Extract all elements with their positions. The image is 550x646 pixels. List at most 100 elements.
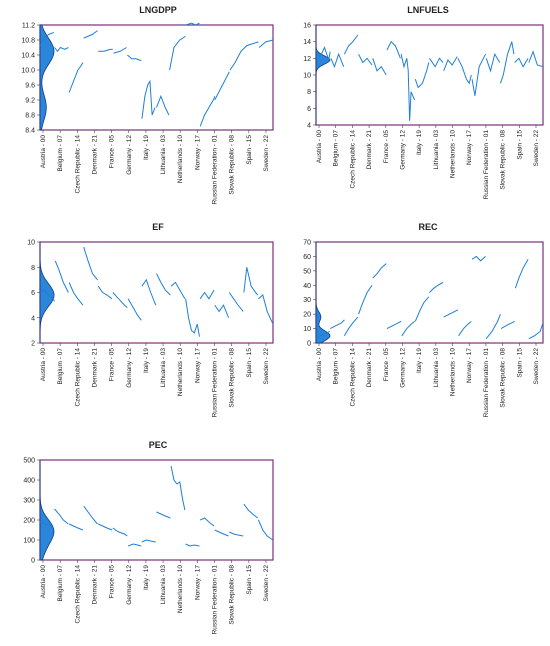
- x-tick-label: Sweden - 22: [533, 130, 540, 167]
- series-segment-4: [83, 246, 98, 281]
- series-segment-10: [170, 465, 186, 511]
- x-tick-label: Czech Republic - 14: [74, 565, 81, 624]
- series-segment-4: [83, 30, 98, 39]
- y-tick-label: 11.2: [22, 23, 35, 30]
- y-tick-label: 50: [303, 268, 311, 275]
- series-segment-7: [401, 320, 415, 337]
- y-tick-label: 10: [303, 326, 311, 333]
- y-tick-label: 60: [303, 254, 311, 261]
- density-curve: [39, 24, 55, 131]
- series-segment-9: [156, 511, 171, 519]
- x-tick-label: Belgium - 07: [57, 348, 64, 385]
- y-tick-label: 14: [303, 39, 311, 46]
- series-segment-6: [112, 292, 128, 309]
- chart-panel-lnfuels: LNFUELS 4 6 8 10 12 14 16 Austria - 00 Belgium - …: [303, 5, 544, 199]
- x-tick-label: Belgium - 07: [57, 135, 64, 172]
- x-tick-label: Slovak Republic - 08: [229, 135, 236, 195]
- y-tick-label: 0: [307, 341, 311, 348]
- y-tick-label: 9.2: [25, 98, 35, 105]
- series-segment-13: [214, 529, 229, 537]
- x-tick-label: Lithuania - 03: [433, 348, 440, 388]
- series-segment-12: [199, 289, 215, 300]
- chart-title: LNFUELS: [407, 5, 449, 15]
- density-curve: [315, 25, 331, 125]
- x-tick-label: France - 05: [383, 130, 390, 164]
- x-tick-label: Belgium - 07: [57, 565, 64, 602]
- series-segment-10: [170, 281, 186, 300]
- x-tick-label: Germany - 12: [126, 135, 133, 175]
- series-segment-12: [199, 96, 216, 127]
- y-tick-label: 8: [31, 265, 35, 272]
- y-tick-label: 6: [31, 290, 35, 297]
- x-tick-label: Italy - 19: [143, 565, 150, 590]
- series-segment-10: [169, 35, 186, 71]
- series-segment-5: [97, 285, 113, 300]
- y-tick-label: 8.8: [25, 113, 35, 120]
- chart-panel-lngdpp: LNGDPP 8.4 8.8 9.2 9.6 10.0 10.4 10.8 11.2 Austri…: [21, 5, 274, 205]
- x-tick-label: Russian Federation - 01: [212, 135, 219, 205]
- series-segment-5: [98, 523, 113, 531]
- y-tick-label: 10.8: [21, 38, 35, 45]
- plot-frame: [39, 241, 274, 344]
- chart-panel-ef: EF 2 4 6 8 10 Austria - 00 Belgium - 07 Czech Re…: [27, 222, 274, 417]
- series-segment-16: [528, 322, 544, 340]
- y-tick-label: 6: [307, 106, 311, 113]
- series-segment-3: [343, 34, 359, 55]
- series-segment-13: [485, 52, 501, 73]
- x-tick-label: Sweden - 22: [263, 135, 270, 172]
- x-tick-label: Italy - 19: [416, 130, 423, 155]
- x-tick-label: Russian Federation - 01: [212, 565, 219, 635]
- plot-frame: [39, 459, 274, 561]
- series-segment-10: [443, 56, 458, 72]
- series-segment-11: [185, 298, 200, 337]
- x-tick-label: Lithuania - 03: [433, 130, 440, 170]
- series-segment-14: [499, 41, 515, 84]
- series-segment-1: [39, 289, 55, 302]
- series-segment-15: [243, 267, 259, 296]
- series-segment-13: [485, 313, 501, 339]
- series-segment-14: [229, 41, 259, 71]
- x-tick-label: Belgium - 07: [333, 130, 340, 167]
- x-tick-label: Austria - 00: [316, 130, 323, 164]
- x-tick-label: Germany - 12: [399, 130, 406, 170]
- y-tick-label: 10: [303, 73, 311, 80]
- x-tick-label: Spain - 15: [246, 348, 253, 378]
- y-tick-label: 30: [303, 297, 311, 304]
- y-tick-label: 40: [303, 283, 311, 290]
- series-segment-15: [243, 503, 259, 519]
- x-tick-label: Italy - 19: [416, 348, 423, 373]
- y-tick-label: 10.0: [21, 68, 35, 75]
- x-tick-label: Norway - 17: [194, 348, 201, 383]
- series-segment-13: [214, 304, 230, 318]
- density-curve: [315, 242, 331, 344]
- x-tick-label: Netherlands - 10: [450, 348, 457, 396]
- x-tick-label: Czech Republic - 14: [74, 135, 81, 194]
- series-segment-6: [386, 40, 401, 59]
- y-tick-label: 500: [23, 458, 35, 465]
- y-tick-label: 300: [23, 498, 35, 505]
- series-segment-3: [68, 62, 84, 93]
- plot-frame: [315, 24, 544, 126]
- chart-panel-pec: PEC 0 100 200 300 400 500 Austria - 00 Belgium -…: [23, 440, 274, 635]
- series-segment-6: [112, 527, 128, 537]
- y-tick-label: 16: [303, 23, 311, 30]
- chart-title: PEC: [149, 440, 168, 450]
- x-tick-label: France - 05: [109, 348, 116, 382]
- series-segment-4: [83, 505, 98, 525]
- series-segment-16: [258, 294, 274, 325]
- series-segment-5: [98, 48, 113, 52]
- series-segment-11: [185, 543, 200, 547]
- series-segment-8: [141, 539, 156, 543]
- series-segment-9: [429, 57, 444, 68]
- series-segment-15: [258, 39, 274, 48]
- x-tick-label: Spain - 15: [246, 135, 253, 165]
- series-segment-8: [414, 62, 430, 89]
- y-tick-label: 100: [23, 538, 35, 545]
- series-segment-7: [127, 54, 142, 62]
- x-tick-label: Lithuania - 03: [160, 135, 167, 175]
- chart-panel-rec: REC 0 10 20 30 40 50 60 70 Austria - 00 Belgium - …: [303, 222, 544, 417]
- y-tick-label: 70: [303, 240, 311, 247]
- x-tick-label: Lithuania - 03: [160, 348, 167, 388]
- y-tick-label: 2: [31, 341, 35, 348]
- series-segment-6: [113, 47, 127, 54]
